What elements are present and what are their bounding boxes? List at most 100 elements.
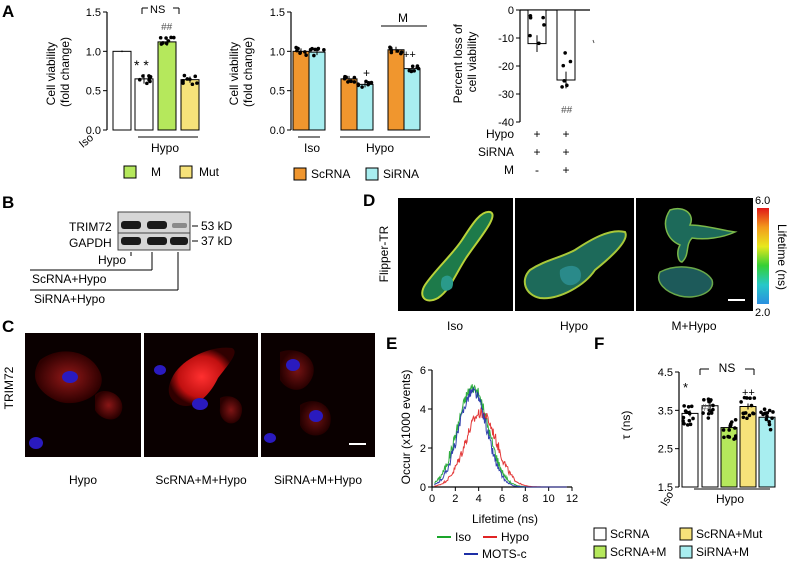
c3-nucleus [286,359,300,371]
a2-point [388,46,393,51]
wb-lane-sirna: SiRNA+Hypo [34,292,105,306]
a1-bar [180,79,200,131]
f-bar [758,416,776,488]
e-xtick-label: 8 [522,493,528,505]
a2-xlabel-iso: Iso [304,141,320,155]
e-xtick-label: 10 [543,493,555,505]
a2-point [303,50,307,54]
a2-point [412,69,416,73]
a3-cond-value: - [535,163,539,177]
wb-band-trim72-2 [147,221,167,229]
f-legend-scrna: ScRNA [610,527,649,541]
a1-bar [157,41,177,131]
a2-ylabel-line1: Cell viability [227,42,241,105]
f-point [768,427,773,432]
a1-ylabel: Cell viability (fold change) [44,37,72,107]
a2-point [316,46,321,51]
a2-bar [403,68,421,131]
a2-point [395,49,400,53]
a2-double-plus: ++ [403,49,416,61]
a3-ylabel: Percent loss of cell viability [451,21,479,104]
chart-a1: Cell viability (fold change) 0.0 0.5 1.0 1.… [44,4,220,179]
f-legend-mut: ScRNA+Mut [696,527,763,541]
a2-point [298,51,302,55]
a3-cond-value: + [533,145,540,159]
f-point [747,413,752,418]
d2-cell [523,230,627,300]
d-caption-2: Hypo [560,319,588,333]
f-point [742,395,747,400]
a3-ytick-label: -10 [498,33,514,45]
c2-nucleus-2 [154,365,166,375]
a1-point [164,36,168,40]
f-point [741,415,746,420]
f-point [706,411,711,416]
d-caption-1: Iso [447,319,463,333]
a1-point [137,77,142,82]
a2-bar [356,83,374,131]
c1-nucleus [62,371,78,383]
f-ytick-label: 2.5 [658,444,673,456]
d1-cell-core [440,275,454,291]
f-point [681,415,686,420]
c-ylabel: TRIM72 [2,366,16,409]
a1-ylabel-line2: (fold change) [58,37,72,107]
f-point [689,404,694,409]
e-xtick-label: 2 [452,493,458,505]
f-point [743,411,748,415]
a3-stray-mark [592,39,595,44]
a2-legend-sirna-swatch [365,167,379,181]
chart-a2: Cell viability (fold change) 0.0 0.5 1.0 1.… [227,7,430,181]
a1-point [195,81,199,85]
f-point [728,423,733,428]
panel-letter-b: B [2,193,14,212]
f-ytick-label: 3.5 [658,405,673,417]
f-ylabel: τ (ns) [619,411,633,440]
a2-point [360,85,364,89]
a3-point [542,23,546,27]
a3-ytick-label: 0 [508,5,514,17]
f-legend-sirna-m: SiRNA+M [696,545,749,559]
a2-xlabel-hypo: Hypo [366,141,394,155]
a1-hash: ## [161,22,173,33]
f-ns: NS [719,361,736,375]
chart-a3: Percent loss of cell viability 0 -10 -20 -3… [451,5,595,177]
a1-ns: NS [150,4,165,16]
a2-point [399,50,404,54]
f-star: * [683,380,688,395]
a1-double-star: * * [134,57,149,73]
wb-band-gapdh-1 [121,237,141,245]
f-legend-mut-swatch [679,527,693,541]
a1-ytick-label: 1.0 [86,46,101,58]
a2-point [366,82,370,87]
a2-ytick-label: 1.0 [270,46,285,58]
panel-letter-f: F [594,334,604,353]
f-legend-m-swatch [593,545,607,559]
f-point [733,434,738,438]
a3-cond-label: M [504,163,514,177]
a2-point [310,46,314,51]
a3-point [565,83,569,88]
wb-band-trim72-3 [172,223,187,228]
a3-cond-label: SiRNA [478,145,514,159]
panel-d-flim: Flipper-TR 6.0 2.0 Lifetime (ns) Iso Hyp… [377,195,789,333]
a2-point [389,50,394,55]
f-point [765,414,769,419]
a2-ytick-label: 0.0 [270,125,285,137]
f-ytick-label: 4.5 [658,367,673,379]
f-ytick-label: 1.5 [658,482,673,494]
a2-point [322,48,326,52]
f-legend-scrna-swatch [593,527,607,541]
a1-ylabel-line1: Cell viability [44,42,58,105]
f-point [751,411,755,415]
wb-band-gapdh-2 [147,237,167,245]
f-point [688,422,693,427]
f-point [727,435,732,439]
a3-ytick-label: -30 [498,89,514,101]
d3-cell-1 [664,208,738,263]
a3-hash: ## [561,105,573,116]
a2-bar [308,51,326,131]
f-point [749,403,754,408]
a1-xlabel-hypo: Hypo [151,141,179,155]
